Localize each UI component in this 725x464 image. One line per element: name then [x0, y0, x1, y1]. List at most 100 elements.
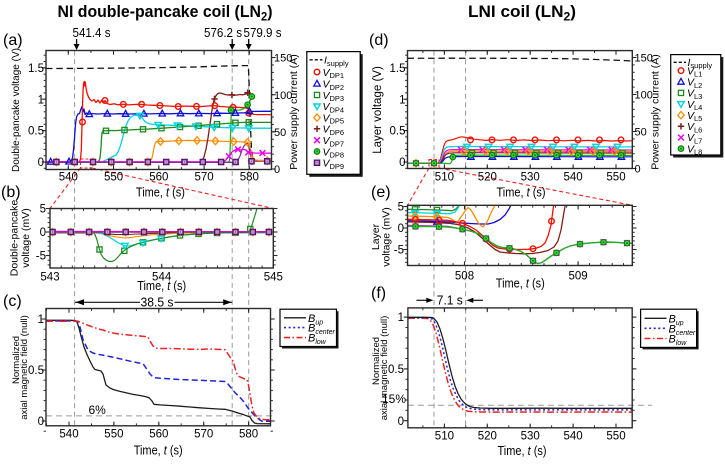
svg-text:Isupply: Isupply [324, 55, 349, 68]
svg-text:0: 0 [635, 164, 641, 176]
svg-text:Time, t (s): Time, t (s) [137, 279, 186, 293]
svg-text:579.9 s: 579.9 s [244, 26, 282, 40]
svg-text:voltage (mV): voltage (mV) [20, 208, 32, 268]
svg-text:576.2 s: 576.2 s [204, 26, 242, 40]
svg-text:580: 580 [239, 428, 258, 440]
svg-text:550: 550 [606, 171, 625, 183]
svg-text:550: 550 [104, 171, 123, 183]
svg-text:0.5: 0.5 [28, 365, 44, 377]
svg-text:Time, t (s): Time, t (s) [136, 186, 185, 200]
svg-text:VL6: VL6 [687, 121, 702, 134]
svg-text:530: 530 [521, 430, 540, 442]
svg-text:NI double-pancake coil (LN2): NI double-pancake coil (LN2) [58, 2, 273, 24]
svg-text:Power supply current (A): Power supply current (A) [650, 54, 662, 170]
svg-text:voltage (mV): voltage (mV) [381, 207, 393, 267]
svg-text:VDP4: VDP4 [323, 101, 345, 114]
svg-text:(a): (a) [3, 32, 23, 49]
svg-text:Bup: Bup [308, 313, 323, 327]
svg-text:15%: 15% [382, 392, 406, 406]
svg-text:-5: -5 [394, 245, 404, 257]
svg-text:560: 560 [149, 171, 168, 183]
svg-text:VDP2: VDP2 [323, 79, 345, 92]
svg-text:50: 50 [635, 127, 647, 139]
svg-text:(b): (b) [1, 184, 21, 201]
svg-text:580: 580 [240, 171, 259, 183]
svg-text:Power supply current (A): Power supply current (A) [288, 54, 300, 170]
svg-text:-5: -5 [36, 250, 46, 262]
svg-text:axial magnetic field (null): axial magnetic field (null) [19, 315, 30, 420]
svg-text:0: 0 [399, 157, 405, 169]
svg-text:(d): (d) [369, 32, 389, 49]
svg-text:VL4: VL4 [687, 99, 702, 112]
svg-text:150: 150 [635, 53, 653, 65]
svg-text:VDP9: VDP9 [323, 158, 345, 171]
svg-text:1.5: 1.5 [390, 63, 406, 75]
svg-text:50: 50 [274, 127, 286, 139]
svg-text:540: 540 [59, 428, 78, 440]
svg-text:0: 0 [40, 227, 46, 239]
svg-text:570: 570 [194, 171, 213, 183]
svg-text:LNI coil (LN2): LNI coil (LN2) [468, 2, 576, 24]
svg-text:520: 520 [478, 171, 497, 183]
svg-text:150: 150 [274, 53, 292, 65]
svg-text:Bcenter: Bcenter [669, 323, 696, 337]
svg-text:0: 0 [38, 416, 44, 428]
svg-text:545: 545 [264, 271, 283, 283]
svg-text:Time, t (s): Time, t (s) [498, 444, 547, 458]
svg-text:1: 1 [38, 94, 44, 106]
svg-text:570: 570 [194, 428, 213, 440]
svg-text:100: 100 [635, 90, 653, 102]
svg-text:VDP3: VDP3 [323, 90, 345, 103]
svg-text:(c): (c) [3, 293, 22, 310]
svg-text:0.5: 0.5 [390, 126, 406, 138]
svg-text:Bup: Bup [669, 313, 684, 327]
svg-text:520: 520 [478, 430, 497, 442]
svg-text:530: 530 [521, 171, 540, 183]
svg-text:VL7: VL7 [687, 132, 702, 145]
svg-text:1: 1 [399, 94, 405, 106]
svg-text:VL2: VL2 [687, 76, 702, 89]
svg-text:1.5: 1.5 [28, 63, 44, 75]
svg-text:0.5: 0.5 [28, 126, 44, 138]
svg-text:VDP1: VDP1 [323, 67, 345, 80]
svg-text:6%: 6% [89, 403, 107, 417]
svg-text:Double-pancake voltage (V): Double-pancake voltage (V) [11, 48, 22, 172]
svg-text:0: 0 [398, 223, 404, 235]
svg-text:0: 0 [274, 164, 280, 176]
svg-text:540: 540 [564, 430, 583, 442]
svg-text:540: 540 [564, 171, 583, 183]
svg-text:550: 550 [104, 428, 123, 440]
svg-text:VDP5: VDP5 [323, 112, 345, 125]
svg-text:Isupply: Isupply [688, 57, 713, 70]
svg-text:560: 560 [149, 428, 168, 440]
svg-text:Time, t (s): Time, t (s) [496, 277, 545, 291]
svg-text:VDP8: VDP8 [323, 146, 345, 159]
svg-text:Layer: Layer [370, 223, 382, 250]
svg-text:550: 550 [606, 430, 625, 442]
svg-text:510: 510 [435, 430, 454, 442]
svg-text:VDP6: VDP6 [323, 124, 345, 137]
svg-text:543: 543 [40, 271, 59, 283]
svg-text:544: 544 [152, 271, 172, 283]
svg-text:7.1 s: 7.1 s [437, 292, 463, 307]
svg-text:5: 5 [40, 203, 46, 215]
svg-text:0: 0 [398, 416, 404, 428]
svg-text:VL1: VL1 [687, 65, 702, 78]
svg-text:100: 100 [274, 90, 292, 102]
svg-text:540: 540 [59, 171, 78, 183]
svg-text:Normalized: Normalized [11, 336, 22, 384]
svg-text:1: 1 [398, 312, 404, 324]
svg-text:1: 1 [38, 314, 44, 326]
svg-text:5: 5 [398, 202, 404, 214]
svg-text:541.4 s: 541.4 s [73, 26, 111, 40]
svg-text:0.5: 0.5 [388, 364, 404, 376]
svg-text:38.5 s: 38.5 s [141, 295, 174, 310]
svg-text:VL8: VL8 [687, 143, 702, 156]
svg-text:VL3: VL3 [687, 88, 702, 101]
svg-text:508: 508 [455, 270, 474, 282]
svg-text:(f): (f) [371, 285, 386, 302]
svg-text:Time, t (s): Time, t (s) [134, 444, 183, 458]
svg-text:Double-pancake: Double-pancake [9, 200, 21, 277]
svg-text:Time, t (s): Time, t (s) [497, 186, 546, 200]
svg-text:Layer voltage (V): Layer voltage (V) [372, 66, 384, 154]
